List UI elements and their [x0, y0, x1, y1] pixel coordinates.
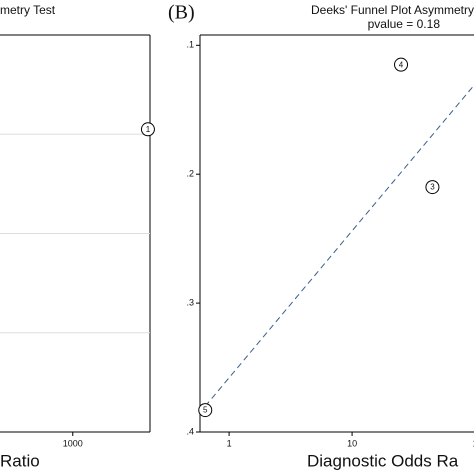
x-tick-label: 1 — [473, 438, 474, 448]
point — [425, 180, 440, 195]
x-axis-label: Ratio — [0, 451, 40, 470]
fit-line — [204, 84, 474, 407]
panel-label: (B) — [168, 2, 195, 24]
chart-subtitle: pvalue = 0.18 — [368, 17, 441, 31]
point — [394, 57, 409, 72]
x-tick-label: 1000 — [63, 438, 83, 448]
chart-title: metry Test — [0, 3, 56, 17]
y-tick-label: .1 — [186, 40, 194, 50]
y-tick-label: .2 — [186, 169, 194, 179]
y-tick-label: .4 — [186, 426, 194, 436]
point — [198, 403, 213, 418]
point-label: 5 — [203, 406, 208, 415]
chart-title: Deeks' Funnel Plot Asymmetry — [311, 3, 474, 17]
x-tick-label: 1 — [227, 438, 232, 448]
x-tick-label: 10 — [347, 438, 357, 448]
x-axis-label: Diagnostic Odds Ra — [307, 451, 459, 470]
y-tick-label: .3 — [186, 297, 194, 307]
point-label: 1 — [146, 125, 151, 134]
point-label: 3 — [430, 183, 435, 192]
point — [140, 122, 155, 137]
point-label: 4 — [399, 60, 404, 69]
